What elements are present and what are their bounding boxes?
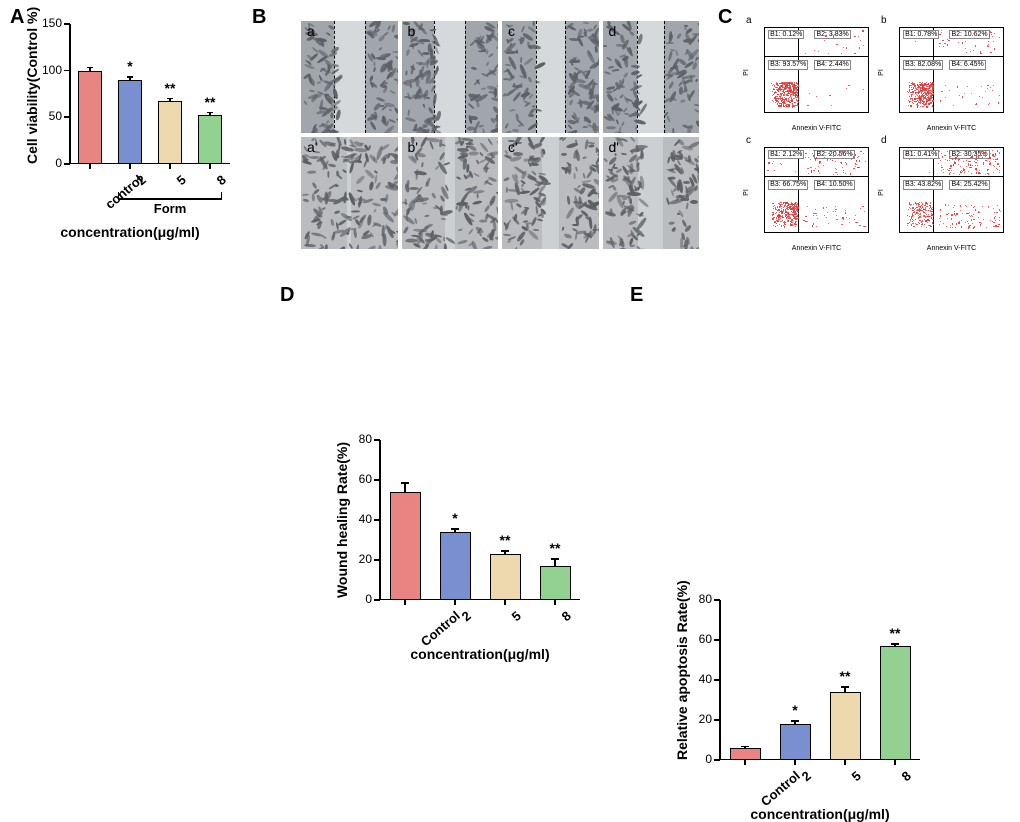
panel-label-d: D [280,284,294,307]
figure-root: A B C D E 050100150 control *2 **5 **8Ce… [0,0,1020,540]
scratch-cell: d' [602,136,701,250]
bar [830,692,861,760]
panel-label-e: E [630,284,643,307]
bar [540,566,571,600]
bar [78,71,103,164]
panel-label-a: A [10,6,24,29]
flow-panel: B1: 0.12%B2: 3.83%B3: 93.57%B4: 2.44%aPI… [740,15,1010,255]
bar [440,532,471,600]
flow-cell: B1: 0.41%B2: 30.35%B3: 43.82%B4: 25.42%d… [875,135,1010,255]
scratch-sublabel: c' [508,139,518,155]
flow-cell: B1: 0.78%B2: 10.62%B3: 82.08%B4: 6.45%bP… [875,15,1010,135]
scratch-grid: a b c d a' b' c' d' [300,20,700,250]
bar [158,101,183,164]
bar [490,554,521,600]
panel-label-c: C [718,6,732,29]
scratch-cell: c [501,20,600,134]
scratch-cell: b' [401,136,500,250]
scratch-cell: d [602,20,701,134]
panel-label-b: B [252,6,266,29]
bar [198,115,223,164]
scratch-sublabel: a [307,23,315,39]
scratch-sublabel: b [408,23,416,39]
scratch-sublabel: d' [609,139,619,155]
bar [730,748,761,760]
scratch-sublabel: a' [307,139,317,155]
flow-grid: B1: 0.12%B2: 3.83%B3: 93.57%B4: 2.44%aPI… [740,15,1010,255]
flow-cell: B1: 2.12%B2: 20.56%B3: 66.75%B4: 10.50%c… [740,135,875,255]
scratch-panel: a b c d a' b' c' d' [300,20,700,250]
chart-e: 020406080 Control *2 **5 **8Relative apo… [720,600,920,760]
chart-d: 020406080 Control *2 **5 **8Wound healin… [380,440,580,600]
bar [780,724,811,760]
scratch-sublabel: d [609,23,617,39]
scratch-sublabel: c [508,23,515,39]
scratch-cell: b [401,20,500,134]
flow-cell: B1: 0.12%B2: 3.83%B3: 93.57%B4: 2.44%aPI… [740,15,875,135]
scratch-cell: a' [300,136,399,250]
bar [880,646,911,760]
chart-a: 050100150 control *2 **5 **8Cell viabili… [70,24,230,164]
scratch-sublabel: b' [408,139,418,155]
scratch-cell: a [300,20,399,134]
bar [118,80,143,164]
bar [390,492,421,600]
scratch-cell: c' [501,136,600,250]
